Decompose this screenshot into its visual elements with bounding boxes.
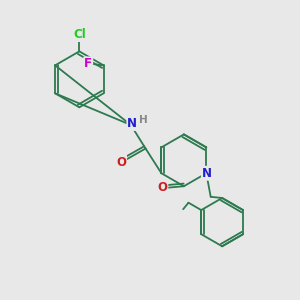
Text: N: N — [202, 167, 212, 180]
Text: O: O — [116, 156, 126, 169]
Text: H: H — [139, 115, 148, 125]
Text: O: O — [158, 181, 167, 194]
Text: N: N — [127, 117, 137, 130]
Text: Cl: Cl — [73, 28, 86, 41]
Text: F: F — [84, 57, 92, 70]
